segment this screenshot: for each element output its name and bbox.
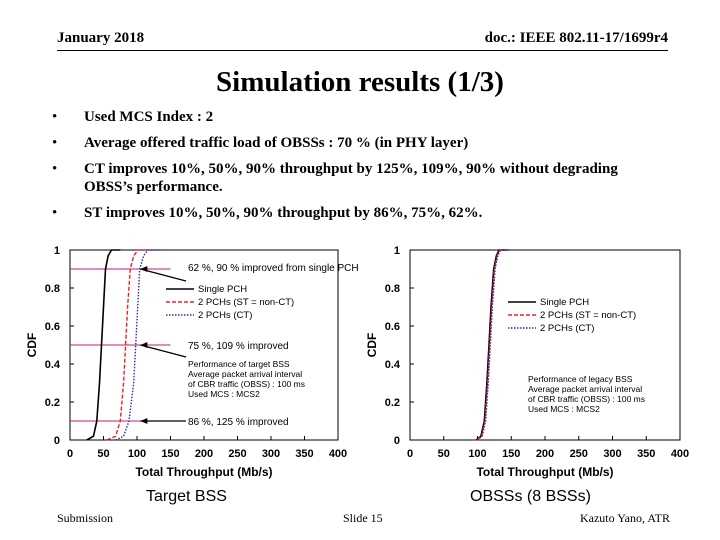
legend-label: Single PCH xyxy=(540,297,589,308)
bullet-marker: • xyxy=(52,161,58,177)
x-tick-label: 350 xyxy=(637,448,655,460)
legend-label: 2 PCHs (ST = non-CT) xyxy=(198,297,294,308)
chart-note-line: of CBR traffic (OBSS) : 100 ms xyxy=(528,394,645,404)
x-tick-label: 50 xyxy=(438,448,450,460)
footer-author: Kazuto Yano, ATR xyxy=(579,511,670,525)
series-line-single-pch xyxy=(86,249,121,441)
footer-submission: Submission xyxy=(57,511,114,525)
x-tick-label: 50 xyxy=(97,448,109,460)
x-axis-label: Total Throughput (Mb/s) xyxy=(135,465,272,479)
annotation-arrow xyxy=(140,344,187,358)
chart-note-line: Performance of target BSS xyxy=(188,359,290,369)
bullet-marker: • xyxy=(52,135,58,151)
x-tick-label: 200 xyxy=(195,448,213,460)
legend-label: Single PCH xyxy=(198,284,247,295)
y-tick-label: 0 xyxy=(394,435,400,447)
x-axis-label: Total Throughput (Mb/s) xyxy=(476,465,613,479)
x-tick-label: 100 xyxy=(128,448,146,460)
slide-title: Simulation results (1/3) xyxy=(216,66,504,98)
chart-caption-obss: OBSSs (8 BSSs) xyxy=(470,488,591,505)
legend-label: 2 PCHs (ST = non-CT) xyxy=(540,310,636,321)
x-tick-label: 200 xyxy=(536,448,554,460)
header-rule xyxy=(57,50,668,51)
bullet-text: Average offered traffic load of OBSSs : … xyxy=(84,135,469,151)
x-tick-label: 0 xyxy=(407,448,413,460)
chart-caption-target-bss: Target BSS xyxy=(146,488,227,505)
y-tick-label: 0.2 xyxy=(45,397,60,409)
series-line-2-pchs-st-non-ct- xyxy=(106,249,151,441)
y-tick-label: 1 xyxy=(394,245,400,257)
chart-note-line: Used MCS : MCS2 xyxy=(528,404,600,414)
bullet-item: • ST improves 10%, 50%, 90% throughput b… xyxy=(46,204,666,222)
y-tick-label: 0.4 xyxy=(385,359,401,371)
annotation-label: 62 %, 90 % improved from single PCH xyxy=(188,263,359,274)
x-tick-label: 0 xyxy=(67,448,73,460)
x-tick-label: 150 xyxy=(502,448,520,460)
series-line-single-pch xyxy=(475,249,508,441)
x-tick-label: 300 xyxy=(603,448,621,460)
bullet-text: CT improves 10%, 50%, 90% throughput by … xyxy=(84,161,618,195)
y-axis-label: CDF xyxy=(25,333,39,358)
y-tick-label: 0.8 xyxy=(385,283,400,295)
x-tick-label: 300 xyxy=(262,448,280,460)
annotation-arrow-head xyxy=(140,342,148,348)
header-doc-id: doc.: IEEE 802.11-17/1699r4 xyxy=(484,30,668,46)
bullet-marker: • xyxy=(52,109,58,125)
legend-label: 2 PCHs (CT) xyxy=(540,323,594,334)
y-tick-label: 0.8 xyxy=(45,283,60,295)
bullet-item: • Used MCS Index : 2 xyxy=(46,108,666,126)
header-date: January 2018 xyxy=(57,30,145,46)
chart-note-line: Average packet arrival interval xyxy=(188,369,302,379)
chart-note-line: of CBR traffic (OBSS) : 100 ms xyxy=(188,379,305,389)
footer-slide-number: Slide 15 xyxy=(343,511,383,525)
x-tick-label: 100 xyxy=(468,448,486,460)
y-tick-label: 0.6 xyxy=(45,321,60,333)
y-tick-label: 0 xyxy=(54,435,60,447)
chart-note-line: Performance of legacy BSS xyxy=(528,374,633,384)
bullet-text: Used MCS Index : 2 xyxy=(84,109,214,125)
x-tick-label: 250 xyxy=(570,448,588,460)
bullet-list: • Used MCS Index : 2 • Average offered t… xyxy=(46,108,666,230)
legend-label: 2 PCHs (CT) xyxy=(198,310,252,321)
bullet-item: • CT improves 10%, 50%, 90% throughput b… xyxy=(46,160,666,196)
y-tick-label: 0.6 xyxy=(385,321,400,333)
x-tick-label: 350 xyxy=(295,448,313,460)
annotation-label: 86 %, 125 % improved xyxy=(188,417,289,428)
x-tick-label: 400 xyxy=(671,448,689,460)
x-tick-label: 400 xyxy=(329,448,347,460)
x-tick-label: 250 xyxy=(228,448,246,460)
bullet-item: • Average offered traffic load of OBSSs … xyxy=(46,134,666,152)
annotation-label: 75 %, 109 % improved xyxy=(188,341,289,352)
series-line-2-pchs-st-non-ct- xyxy=(476,249,509,441)
annotation-arrow-head xyxy=(140,266,148,272)
y-tick-label: 0.4 xyxy=(45,359,61,371)
chart-note-line: Used MCS : MCS2 xyxy=(188,389,260,399)
y-axis-label: CDF xyxy=(365,333,379,358)
annotation-arrow-head xyxy=(140,418,148,424)
bullet-text: ST improves 10%, 50%, 90% throughput by … xyxy=(84,205,483,221)
annotation-arrow xyxy=(140,268,187,282)
chart-note-line: Average packet arrival interval xyxy=(528,384,642,394)
bullet-marker: • xyxy=(52,205,58,221)
x-tick-label: 150 xyxy=(161,448,179,460)
y-tick-label: 1 xyxy=(54,245,60,257)
series-line-2-pchs-ct- xyxy=(115,249,161,441)
y-tick-label: 0.2 xyxy=(385,397,400,409)
